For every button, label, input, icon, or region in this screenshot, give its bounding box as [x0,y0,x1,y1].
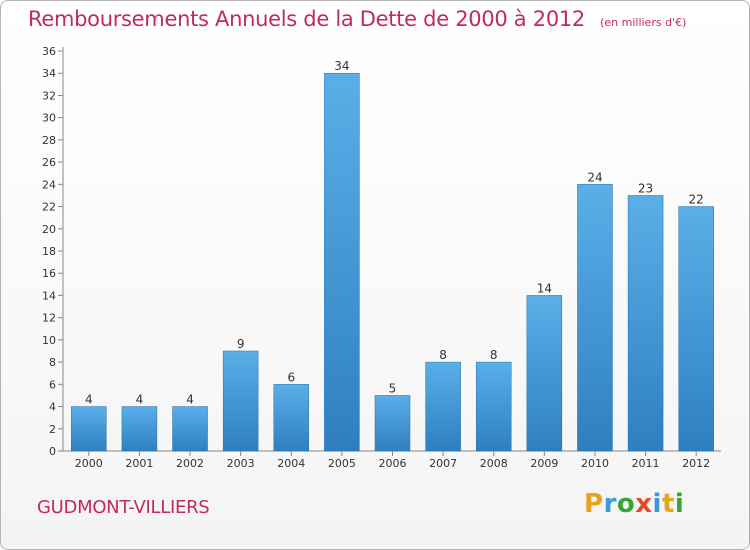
chart-subtitle: (en milliers d'€) [600,16,687,29]
x-tick-label: 2011 [632,457,660,470]
data-label: 4 [186,393,194,407]
y-tick-label: 14 [42,289,56,302]
data-label: 5 [389,381,397,395]
y-tick-label: 24 [42,178,56,191]
data-label: 6 [287,370,295,384]
x-tick-label: 2000 [75,457,103,470]
data-label: 8 [490,348,498,362]
bar [526,295,563,452]
bar-chart: 0246810121416182022242628303234364200042… [42,45,721,470]
data-label: 14 [537,281,552,295]
y-tick-label: 4 [49,401,56,414]
chart-title: Remboursements Annuels de la Dette de 20… [28,7,585,31]
x-tick-label: 2012 [682,457,710,470]
proxiti-logo[interactable]: Proxiti [584,489,685,519]
x-tick-label: 2005 [328,457,356,470]
y-tick-label: 28 [42,134,56,147]
commune-name: GUDMONT-VILLIERS [37,497,210,518]
y-tick-label: 10 [42,334,56,347]
x-tick-label: 2006 [379,457,407,470]
y-tick-label: 8 [49,356,56,369]
bar [475,361,512,452]
chart-title-row: Remboursements Annuels de la Dette de 20… [28,7,686,31]
y-tick-label: 2 [49,423,56,436]
bar [121,406,158,452]
y-tick-label: 20 [42,223,56,236]
x-tick-label: 2009 [530,457,558,470]
y-tick-label: 22 [42,201,56,214]
bar [374,395,411,452]
bar [678,206,714,452]
y-tick-label: 34 [42,67,56,80]
bar [172,406,208,452]
y-tick-label: 12 [42,312,56,325]
y-tick-label: 18 [42,245,56,258]
y-tick-label: 16 [42,267,56,280]
x-tick-label: 2004 [277,457,305,470]
data-label: 34 [334,59,349,73]
bar [71,406,107,452]
x-tick-label: 2008 [480,457,508,470]
x-tick-label: 2003 [227,457,255,470]
y-tick-label: 0 [49,445,56,458]
y-tick-label: 26 [42,156,56,169]
data-label: 8 [439,348,447,362]
y-tick-label: 30 [42,112,56,125]
data-label: 23 [638,181,653,195]
bar [425,361,461,452]
x-tick-label: 2001 [125,457,153,470]
x-tick-label: 2010 [581,457,609,470]
y-tick-label: 36 [42,45,56,58]
y-tick-label: 32 [42,89,56,102]
bar [324,72,360,452]
bar [627,195,664,452]
data-label: 4 [85,393,93,407]
bar [222,350,259,452]
data-label: 22 [689,193,704,207]
bar [273,384,310,452]
data-label: 24 [587,170,602,184]
x-tick-label: 2002 [176,457,204,470]
bar [577,184,613,452]
x-tick-label: 2007 [429,457,457,470]
data-label: 4 [136,393,144,407]
y-tick-label: 6 [49,378,56,391]
data-label: 9 [237,337,245,351]
